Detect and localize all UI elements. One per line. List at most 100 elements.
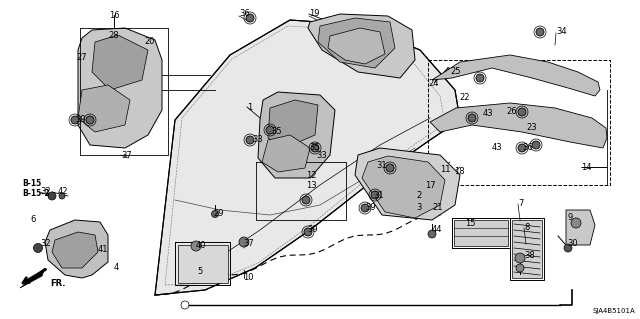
Circle shape xyxy=(386,164,394,172)
Circle shape xyxy=(48,192,56,200)
Text: 28: 28 xyxy=(108,32,118,41)
Text: 7: 7 xyxy=(518,199,524,209)
Text: B-15: B-15 xyxy=(22,179,41,188)
Circle shape xyxy=(246,136,254,144)
Text: 20: 20 xyxy=(144,38,154,47)
Polygon shape xyxy=(258,92,335,178)
Text: 9: 9 xyxy=(567,213,572,222)
Text: 29: 29 xyxy=(213,209,223,218)
Text: 26: 26 xyxy=(506,108,516,116)
Polygon shape xyxy=(52,232,98,268)
Text: 30: 30 xyxy=(567,239,578,248)
Text: 14: 14 xyxy=(581,162,591,172)
Circle shape xyxy=(564,244,572,252)
Polygon shape xyxy=(308,14,415,78)
Text: 35: 35 xyxy=(309,144,319,152)
Circle shape xyxy=(571,218,581,228)
Polygon shape xyxy=(268,100,318,148)
Text: 16: 16 xyxy=(109,11,119,20)
Text: 21: 21 xyxy=(432,203,442,211)
Circle shape xyxy=(86,116,94,124)
Text: 6: 6 xyxy=(30,216,35,225)
Circle shape xyxy=(211,211,218,218)
Circle shape xyxy=(516,264,524,272)
Circle shape xyxy=(239,237,249,247)
Polygon shape xyxy=(362,156,445,218)
Polygon shape xyxy=(432,55,600,96)
Text: 32: 32 xyxy=(40,240,51,249)
Polygon shape xyxy=(178,245,228,283)
Circle shape xyxy=(371,191,379,199)
Polygon shape xyxy=(20,268,45,288)
Text: 39: 39 xyxy=(75,115,86,124)
Text: 39: 39 xyxy=(365,203,376,211)
Text: FR.: FR. xyxy=(50,279,65,288)
Polygon shape xyxy=(262,135,310,172)
Circle shape xyxy=(476,74,484,82)
Text: 25: 25 xyxy=(450,66,461,76)
Polygon shape xyxy=(454,220,508,246)
Text: B-15-2: B-15-2 xyxy=(22,189,50,197)
Circle shape xyxy=(33,243,42,253)
Polygon shape xyxy=(328,28,385,64)
Text: 36: 36 xyxy=(239,10,250,19)
Text: 13: 13 xyxy=(306,182,317,190)
Circle shape xyxy=(266,126,274,134)
Circle shape xyxy=(518,108,526,116)
Text: 2: 2 xyxy=(416,191,421,201)
Text: 12: 12 xyxy=(306,172,317,181)
Circle shape xyxy=(246,14,254,22)
Text: 15: 15 xyxy=(465,219,476,227)
Text: 17: 17 xyxy=(425,181,436,189)
Circle shape xyxy=(302,196,310,204)
Text: 5: 5 xyxy=(197,268,202,277)
Polygon shape xyxy=(78,85,130,132)
Polygon shape xyxy=(512,220,542,278)
Circle shape xyxy=(532,141,540,149)
Polygon shape xyxy=(45,220,108,278)
Text: 19: 19 xyxy=(309,10,319,19)
Polygon shape xyxy=(355,148,460,220)
Text: 27: 27 xyxy=(76,54,86,63)
Polygon shape xyxy=(78,28,162,148)
Text: 33: 33 xyxy=(252,136,263,145)
Circle shape xyxy=(191,241,201,251)
Text: 37: 37 xyxy=(121,151,132,160)
Circle shape xyxy=(515,253,525,263)
Polygon shape xyxy=(566,210,595,245)
Text: 22: 22 xyxy=(459,93,470,101)
Circle shape xyxy=(311,144,319,152)
Text: 8: 8 xyxy=(524,224,529,233)
Text: 38: 38 xyxy=(524,251,535,261)
Circle shape xyxy=(518,144,526,152)
Circle shape xyxy=(468,114,476,122)
Text: 36: 36 xyxy=(522,144,532,152)
Text: 39: 39 xyxy=(307,226,317,234)
Text: 18: 18 xyxy=(454,167,465,176)
Text: SJA4B5101A: SJA4B5101A xyxy=(592,308,635,314)
Polygon shape xyxy=(92,35,148,90)
Text: 31: 31 xyxy=(376,161,387,170)
Circle shape xyxy=(428,230,436,238)
Circle shape xyxy=(71,116,79,124)
Text: 11: 11 xyxy=(440,165,451,174)
Text: 32: 32 xyxy=(40,188,51,197)
Polygon shape xyxy=(155,20,460,295)
Polygon shape xyxy=(430,103,607,148)
Polygon shape xyxy=(318,18,395,68)
Text: 1: 1 xyxy=(247,103,252,113)
Text: 44: 44 xyxy=(432,226,442,234)
Circle shape xyxy=(361,204,369,212)
Text: 40: 40 xyxy=(196,241,207,250)
Text: 42: 42 xyxy=(58,188,68,197)
Text: 37: 37 xyxy=(243,239,253,248)
Circle shape xyxy=(59,193,65,199)
Circle shape xyxy=(304,228,312,236)
Text: 4: 4 xyxy=(114,263,119,272)
Text: 41: 41 xyxy=(98,244,109,254)
Circle shape xyxy=(536,28,544,36)
Text: 31: 31 xyxy=(373,190,383,199)
Text: 43: 43 xyxy=(483,108,493,117)
Text: 3: 3 xyxy=(416,203,421,211)
Text: 34: 34 xyxy=(556,27,566,36)
